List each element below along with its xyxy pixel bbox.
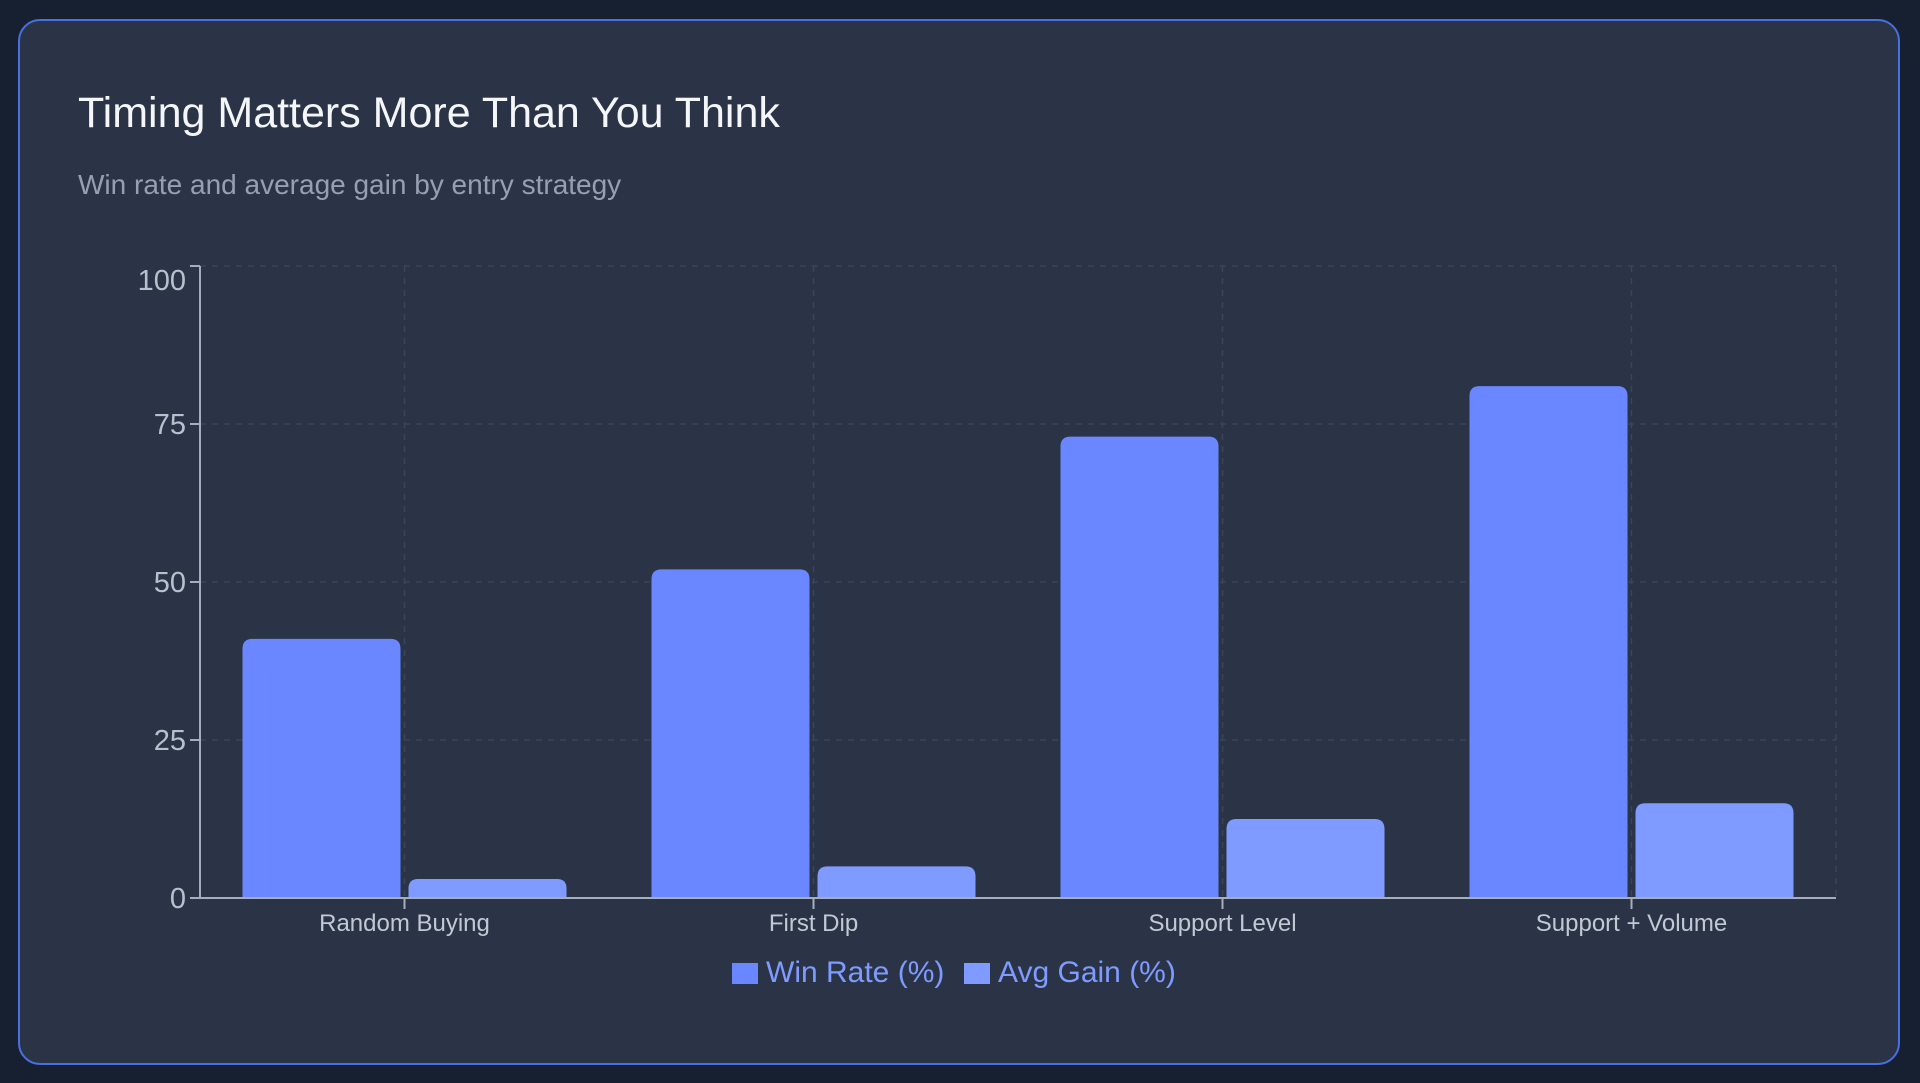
bar-chart: 0 25 50 75 100 Random Buying First Dip Support … bbox=[138, 265, 1837, 989]
x-category-label: First Dip bbox=[769, 910, 858, 937]
y-tick-label: 0 bbox=[170, 883, 186, 915]
chart-card: Timing Matters More Than You Think Win r… bbox=[18, 19, 1900, 1065]
legend-avg-gain-label: Avg Gain (%) bbox=[998, 956, 1176, 989]
legend-avg-gain-swatch bbox=[964, 963, 990, 984]
bar-win-rate bbox=[1469, 386, 1628, 898]
x-category-label: Support + Volume bbox=[1536, 910, 1727, 937]
y-tick-label: 75 bbox=[154, 409, 186, 441]
bar-avg-gain bbox=[1226, 819, 1385, 898]
bar-win-rate bbox=[651, 569, 810, 898]
y-tick-label: 100 bbox=[138, 265, 186, 297]
x-category-label: Support Level bbox=[1148, 910, 1296, 937]
x-category-label: Random Buying bbox=[319, 910, 490, 937]
chart-subtitle: Win rate and average gain by entry strat… bbox=[78, 169, 622, 200]
chart-title: Timing Matters More Than You Think bbox=[78, 89, 780, 137]
legend-win-rate-swatch bbox=[732, 963, 758, 984]
y-tick-label: 50 bbox=[154, 567, 186, 599]
bar-avg-gain bbox=[817, 866, 976, 898]
legend-win-rate-label: Win Rate (%) bbox=[766, 956, 944, 989]
bar-avg-gain bbox=[1635, 803, 1794, 898]
bar-win-rate bbox=[1060, 436, 1219, 898]
bar-win-rate bbox=[242, 638, 401, 898]
bar-avg-gain bbox=[408, 879, 567, 898]
y-tick-label: 25 bbox=[154, 725, 186, 757]
